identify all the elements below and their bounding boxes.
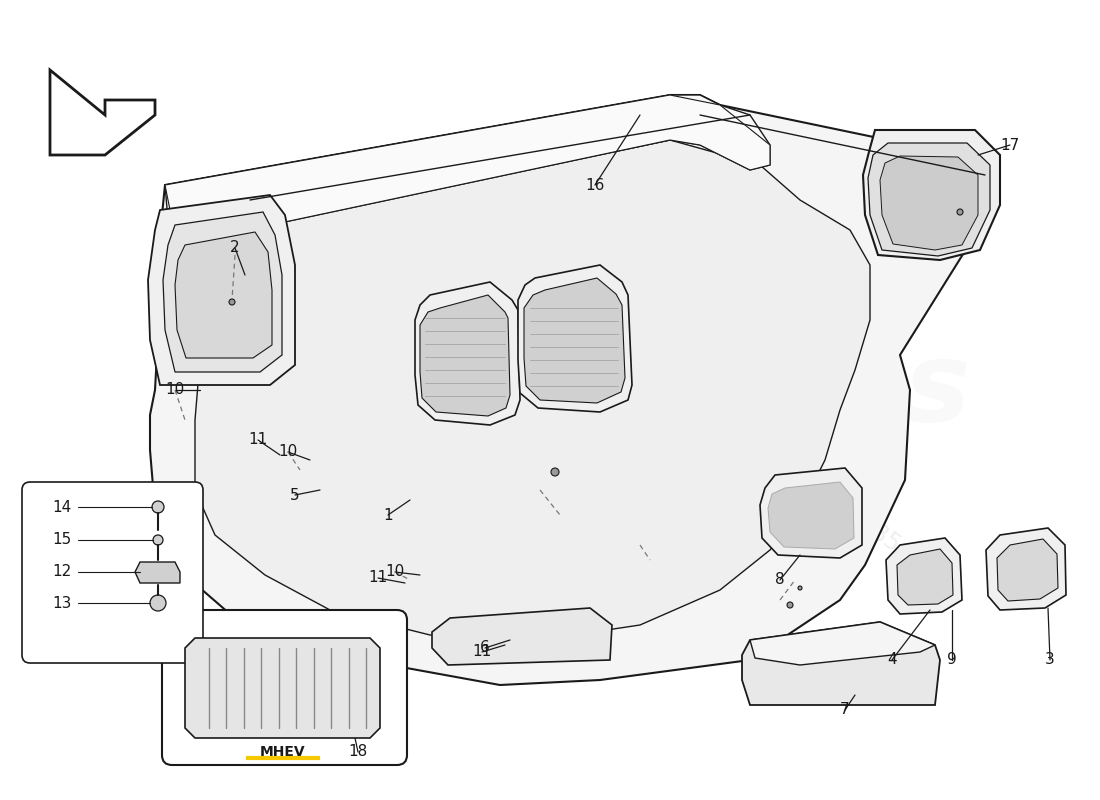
Circle shape [957,209,962,215]
Text: 16: 16 [585,178,605,193]
Polygon shape [986,528,1066,610]
Text: 9: 9 [947,653,957,667]
Circle shape [786,602,793,608]
Polygon shape [886,538,962,614]
Circle shape [153,535,163,545]
Polygon shape [518,265,632,412]
Polygon shape [524,278,625,403]
Polygon shape [150,95,984,685]
Polygon shape [432,608,612,665]
Text: 15: 15 [53,533,72,547]
Text: 7: 7 [840,702,850,718]
Text: 11: 11 [368,570,387,586]
Polygon shape [768,482,854,549]
Polygon shape [864,130,1000,260]
FancyBboxPatch shape [162,610,407,765]
Text: 10: 10 [278,445,298,459]
Circle shape [152,501,164,513]
Text: 13: 13 [53,595,72,610]
Polygon shape [420,295,510,416]
Circle shape [551,468,559,476]
Polygon shape [165,95,770,240]
Text: MHEV: MHEV [261,745,306,759]
Polygon shape [997,539,1058,601]
Polygon shape [880,156,978,250]
Text: eurospares: eurospares [268,337,971,443]
Circle shape [798,586,802,590]
Polygon shape [185,638,380,738]
Text: 3: 3 [1045,653,1055,667]
Polygon shape [148,195,295,385]
Text: 4: 4 [888,653,896,667]
Polygon shape [175,232,272,358]
Circle shape [229,299,235,305]
Circle shape [150,595,166,611]
Text: 5: 5 [290,487,300,502]
Text: 12: 12 [53,565,72,579]
Text: 10: 10 [385,565,405,579]
Text: 14: 14 [53,499,72,514]
Polygon shape [165,95,770,240]
Polygon shape [742,622,940,705]
Text: 1: 1 [383,507,393,522]
Text: 17: 17 [1000,138,1020,153]
Polygon shape [163,212,282,372]
Polygon shape [195,140,870,640]
Text: 6: 6 [480,641,490,655]
Text: 10: 10 [165,382,185,398]
Polygon shape [896,549,953,605]
Polygon shape [750,622,935,665]
Text: 2: 2 [230,241,240,255]
Polygon shape [868,143,990,256]
Text: passionate about parts since 1985: passionate about parts since 1985 [556,303,904,557]
Text: 8: 8 [776,573,784,587]
Text: 11: 11 [472,645,492,659]
Polygon shape [50,70,155,155]
Polygon shape [760,468,862,558]
FancyBboxPatch shape [22,482,204,663]
Text: 11: 11 [249,433,267,447]
Polygon shape [135,562,180,583]
Polygon shape [415,282,520,425]
Text: 18: 18 [349,745,367,759]
